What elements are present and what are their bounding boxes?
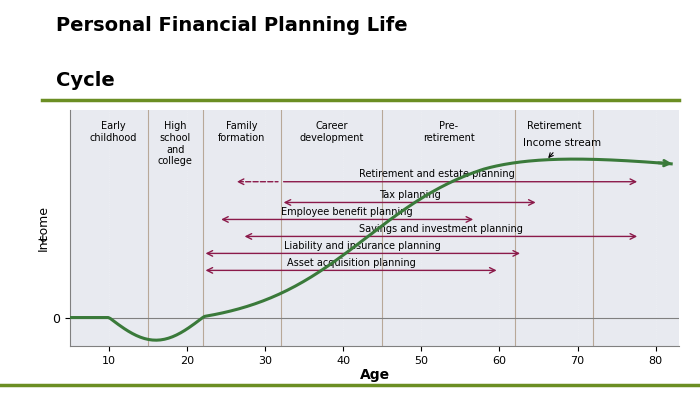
X-axis label: Age: Age (359, 368, 390, 382)
Text: Employee benefit planning: Employee benefit planning (281, 207, 413, 217)
Text: Retirement and estate planning: Retirement and estate planning (359, 169, 514, 180)
Text: High
school
and
college: High school and college (158, 121, 193, 166)
Text: Early
childhood: Early childhood (90, 121, 136, 143)
Text: Tax planning: Tax planning (379, 190, 440, 200)
Text: Cycle: Cycle (56, 71, 115, 90)
Text: +: + (37, 233, 48, 247)
Text: Retirement: Retirement (527, 121, 581, 131)
Text: Career
development: Career development (300, 121, 364, 143)
Y-axis label: Income: Income (36, 205, 50, 251)
Text: Asset acquisition planning: Asset acquisition planning (287, 258, 416, 268)
Text: Personal Financial Planning Life: Personal Financial Planning Life (56, 16, 407, 35)
Text: Savings and investment planning: Savings and investment planning (359, 224, 523, 234)
Text: Liability and insurance planning: Liability and insurance planning (284, 241, 441, 251)
Text: Family
formation: Family formation (218, 121, 265, 143)
Text: Income stream: Income stream (523, 138, 601, 157)
Text: Pre-
retirement: Pre- retirement (423, 121, 475, 143)
